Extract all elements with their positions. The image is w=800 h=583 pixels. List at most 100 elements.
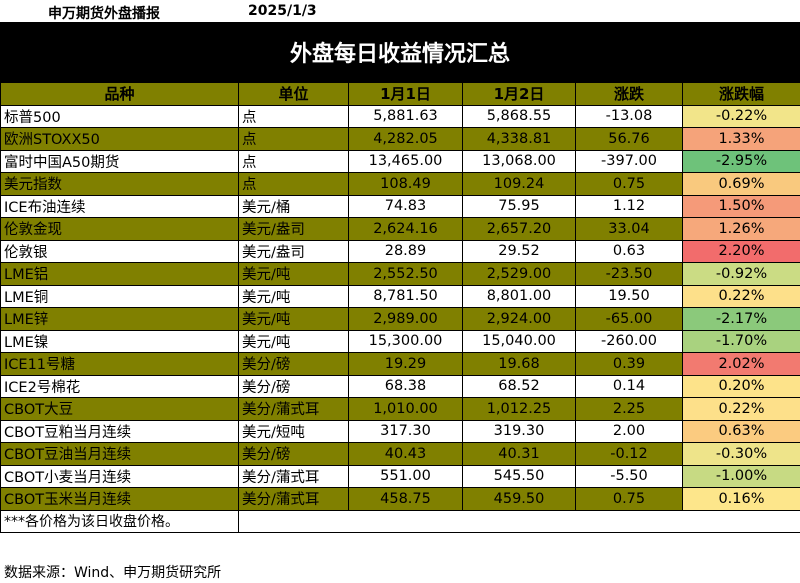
table-row: ICE2号棉花 美分/磅 68.38 68.52 0.14 0.20% (0, 374, 800, 398)
row-unit: 美分/蒲式耳 (238, 397, 349, 421)
row-unit: 美元/吨 (238, 262, 349, 286)
row-day1-close: 74.83 (348, 194, 463, 218)
col-header-change: 涨跌 (575, 82, 683, 106)
row-change: -23.50 (575, 262, 683, 286)
table-row: CBOT玉米当月连续 美分/蒲式耳 458.75 459.50 0.75 0.16% (0, 487, 800, 511)
row-change: 56.76 (575, 127, 683, 151)
row-change: -0.12 (575, 442, 683, 466)
col-header-day1: 1月1日 (348, 82, 463, 106)
table-row: CBOT小麦当月连续 美分/蒲式耳 551.00 545.50 -5.50 -1.00% (0, 464, 800, 488)
row-unit: 美元/短吨 (238, 419, 349, 443)
row-change-pct: -0.30% (682, 442, 800, 466)
report-date: 2025/1/3 (248, 3, 317, 19)
row-day2-close: 319.30 (462, 419, 576, 443)
table-row: 欧洲STOXX50 点 4,282.05 4,338.81 56.76 1.33% (0, 127, 800, 151)
table-row: 伦敦金现 美元/盎司 2,624.16 2,657.20 33.04 1.26% (0, 217, 800, 241)
row-unit: 点 (238, 172, 349, 196)
row-change-pct: 0.22% (682, 397, 800, 421)
row-day1-close: 19.29 (348, 352, 463, 376)
row-change: 19.50 (575, 284, 683, 308)
row-unit: 美分/磅 (238, 442, 349, 466)
row-day2-close: 75.95 (462, 194, 576, 218)
row-name: LME铝 (0, 262, 239, 286)
row-day1-close: 15,300.00 (348, 329, 463, 353)
row-change: 0.39 (575, 352, 683, 376)
data-source: 数据来源：Wind、申万期货研究所 (4, 565, 222, 581)
row-change: 2.00 (575, 419, 683, 443)
row-change-pct: 0.20% (682, 374, 800, 398)
footnote: ***各价格为该日收盘价格。 (0, 509, 239, 533)
row-unit: 美分/蒲式耳 (238, 464, 349, 488)
row-day2-close: 15,040.00 (462, 329, 576, 353)
row-unit: 美分/磅 (238, 352, 349, 376)
row-unit: 点 (238, 104, 349, 128)
row-unit: 美分/蒲式耳 (238, 487, 349, 511)
row-name: 富时中国A50期货 (0, 149, 239, 173)
row-change: -65.00 (575, 307, 683, 331)
row-name: 欧洲STOXX50 (0, 127, 239, 151)
row-name: LME锌 (0, 307, 239, 331)
row-day2-close: 545.50 (462, 464, 576, 488)
col-header-pct: 涨跌幅 (682, 82, 800, 106)
row-change-pct: -1.00% (682, 464, 800, 488)
table-row: CBOT豆油当月连续 美分/磅 40.43 40.31 -0.12 -0.30% (0, 442, 800, 466)
table-row: LME铝 美元/吨 2,552.50 2,529.00 -23.50 -0.92% (0, 262, 800, 286)
row-day2-close: 19.68 (462, 352, 576, 376)
row-change: 1.12 (575, 194, 683, 218)
row-change-pct: -2.17% (682, 307, 800, 331)
row-unit: 美元/吨 (238, 329, 349, 353)
report-header: 申万期货外盘播报 2025/1/3 (0, 0, 800, 22)
row-change-pct: 2.02% (682, 352, 800, 376)
row-day2-close: 68.52 (462, 374, 576, 398)
row-name: 伦敦银 (0, 239, 239, 263)
row-unit: 美元/桶 (238, 194, 349, 218)
col-header-unit: 单位 (238, 82, 349, 106)
table-row: ICE布油连续 美元/桶 74.83 75.95 1.12 1.50% (0, 194, 800, 218)
row-name: ICE布油连续 (0, 194, 239, 218)
table-row: LME锌 美元/吨 2,989.00 2,924.00 -65.00 -2.17% (0, 307, 800, 331)
row-change-pct: -2.95% (682, 149, 800, 173)
row-name: CBOT小麦当月连续 (0, 464, 239, 488)
table-row: 美元指数点 108.49 109.24 0.75 0.69% (0, 172, 800, 196)
row-change-pct: 1.33% (682, 127, 800, 151)
table-row: 伦敦银 美元/盎司 28.89 29.52 0.63 2.20% (0, 239, 800, 263)
row-change: -397.00 (575, 149, 683, 173)
org-name: 申万期货外盘播报 (48, 6, 160, 22)
row-change: 0.75 (575, 487, 683, 511)
table-row: CBOT豆粕当月连续 美元/短吨 317.30 319.30 2.00 0.63% (0, 419, 800, 443)
footnote-blank (238, 509, 800, 533)
row-name: CBOT豆粕当月连续 (0, 419, 239, 443)
row-day1-close: 13,465.00 (348, 149, 463, 173)
table-title: 外盘每日收益情况汇总 (289, 42, 510, 67)
row-day2-close: 1,012.25 (462, 397, 576, 421)
footnote-row: ***各价格为该日收盘价格。 (0, 509, 800, 533)
table-row: 富时中国A50期货点 13,465.00 13,068.00 -397.00 -2.95… (0, 149, 800, 173)
row-unit: 点 (238, 127, 349, 151)
row-day2-close: 2,924.00 (462, 307, 576, 331)
row-day1-close: 28.89 (348, 239, 463, 263)
row-change-pct: -1.70% (682, 329, 800, 353)
row-change: -5.50 (575, 464, 683, 488)
row-change-pct: 0.16% (682, 487, 800, 511)
row-unit: 美元/盎司 (238, 217, 349, 241)
row-name: ICE2号棉花 (0, 374, 239, 398)
row-change-pct: 2.20% (682, 239, 800, 263)
row-name: 美元指数 (0, 172, 239, 196)
table-header-row: 品种 单位 1月1日 1月2日 涨跌 涨跌幅 (0, 82, 800, 106)
row-day1-close: 8,781.50 (348, 284, 463, 308)
row-day1-close: 458.75 (348, 487, 463, 511)
table-row: 标普500 点 5,881.63 5,868.55 -13.08 -0.22% (0, 104, 800, 128)
row-change-pct: -0.92% (682, 262, 800, 286)
row-day1-close: 2,624.16 (348, 217, 463, 241)
row-unit: 美分/磅 (238, 374, 349, 398)
row-day2-close: 13,068.00 (462, 149, 576, 173)
row-day1-close: 68.38 (348, 374, 463, 398)
col-header-name: 品种 (0, 82, 239, 106)
row-change-pct: 0.63% (682, 419, 800, 443)
row-name: ICE11号糖 (0, 352, 239, 376)
row-change: 0.14 (575, 374, 683, 398)
row-unit: 点 (238, 149, 349, 173)
row-unit: 美元/吨 (238, 284, 349, 308)
row-name: LME镍 (0, 329, 239, 353)
returns-table: 品种 单位 1月1日 1月2日 涨跌 涨跌幅 标普500 点 5,881.63 5,8… (0, 82, 800, 533)
